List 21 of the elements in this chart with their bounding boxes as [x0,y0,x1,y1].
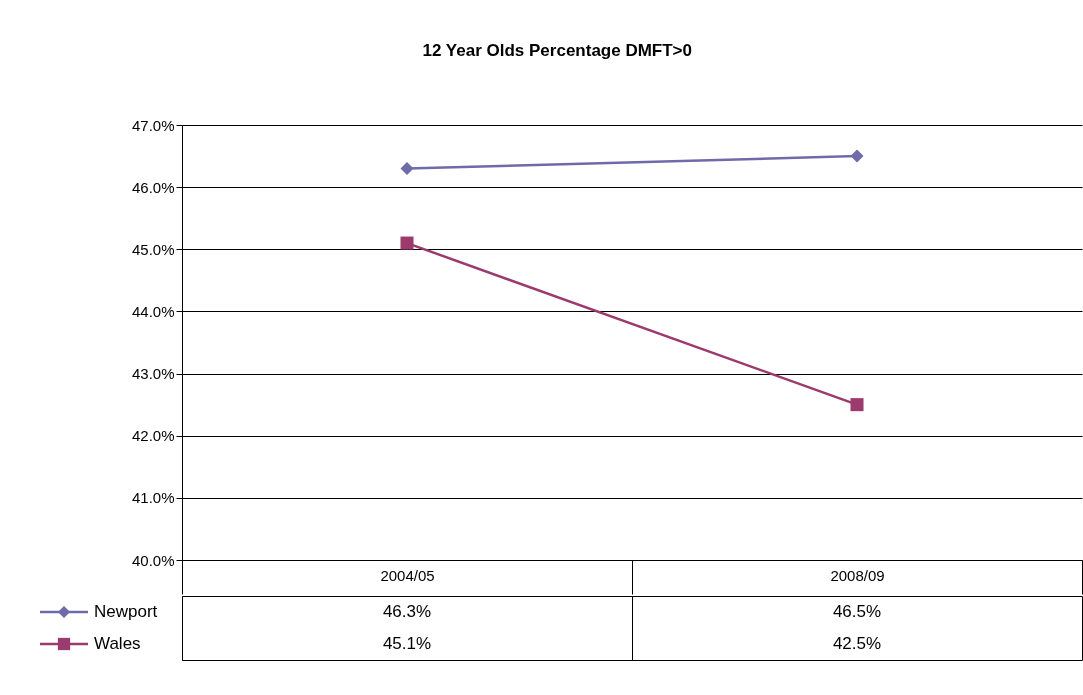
point [400,236,414,250]
data-label: 45.1% [382,634,432,653]
data-label: 42.5% [832,634,882,653]
y-tick-label: 46.0% [131,178,175,196]
y-tick-label: 41.0% [131,489,175,507]
legend-label: Wales [94,634,141,653]
legend-label: Newport [94,602,158,621]
data-label: 46.3% [382,602,432,621]
chart-title: 12 Year Olds Percentage DMFT>0 [422,41,692,60]
x-tick-label: 2008/09 [830,566,885,584]
y-tick-label: 45.0% [131,240,175,258]
y-tick-label: 43.0% [131,365,175,383]
data-label: 46.5% [832,602,882,621]
x-tick-label: 2004/05 [380,566,435,584]
point [850,149,864,163]
point [400,161,414,176]
y-tick-label: 40.0% [131,551,175,569]
y-tick-label: 42.0% [131,427,175,445]
y-tick-label: 47.0% [131,116,175,134]
point [850,398,864,412]
y-tick-label: 44.0% [131,302,175,320]
